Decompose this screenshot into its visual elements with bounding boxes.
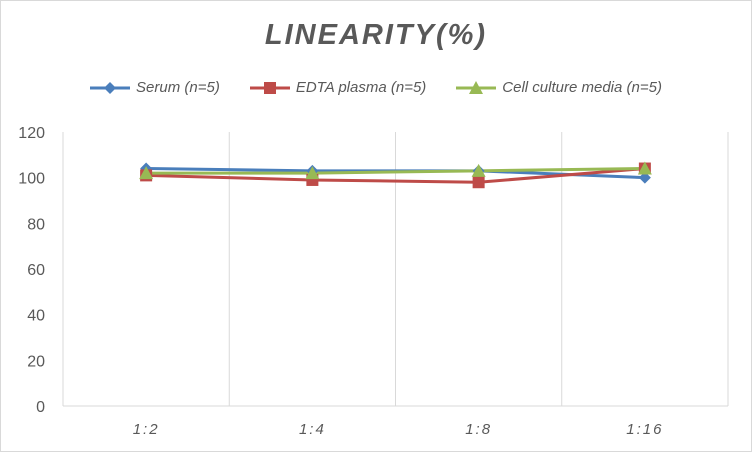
legend-label: Cell culture media (n=5) [502,79,662,96]
data-point [471,163,486,177]
legend-label: Serum (n=5) [136,79,220,96]
y-tick-label: 40 [27,308,45,325]
x-tick-label: 1:8 [465,421,492,438]
x-tick-label: 1:4 [299,421,326,438]
legend-marker [469,80,484,94]
series-line-1 [146,167,645,184]
y-tick-label: 120 [18,125,45,142]
y-tick-label: 20 [27,353,45,370]
data-point [472,176,485,189]
y-tick-label: 100 [18,171,45,188]
data-point [638,171,651,184]
x-tick-label: 1:16 [626,421,663,438]
legend-item: Serum (n=5) [90,79,220,96]
legend-item: Cell culture media (n=5) [456,79,662,96]
legend-marker [104,81,117,94]
x-tick-label: 1:2 [133,421,160,438]
legend: Serum (n=5) EDTA plasma (n=5) Cell culture… [1,79,751,96]
data-point [637,161,652,175]
y-tick-label: 60 [27,262,45,279]
data-point [139,166,154,180]
y-tick-label: 0 [36,399,45,416]
legend-label: EDTA plasma (n=5) [295,79,427,96]
series-line-2 [146,167,645,175]
legend-marker [263,81,276,94]
legend-item: EDTA plasma (n=5) [249,79,427,96]
data-point [305,166,320,180]
legend-swatch [456,80,497,94]
legend-swatch [249,81,290,94]
y-tick-label: 80 [27,216,45,233]
legend-swatch [90,81,131,94]
chart-title: LINEARITY(%) [264,19,488,51]
